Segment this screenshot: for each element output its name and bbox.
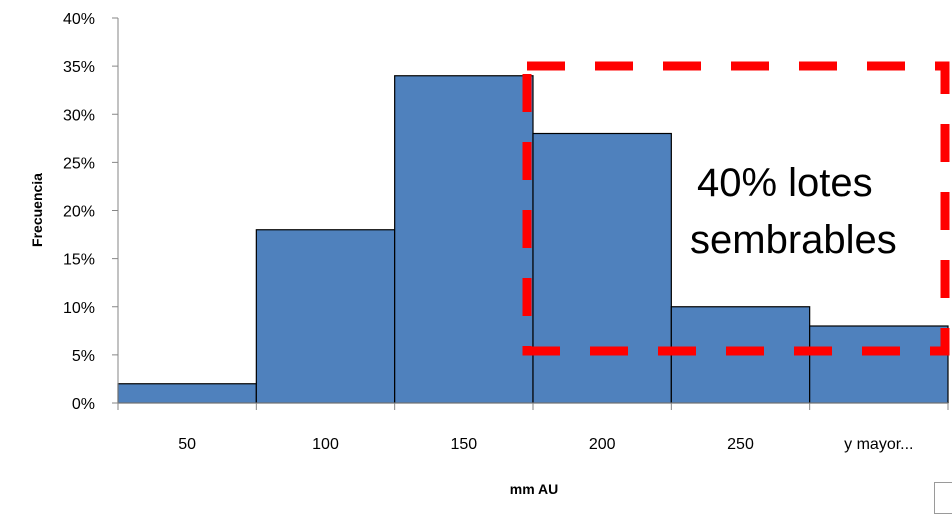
y-axis-title: Frecuencia [29,173,45,247]
y-tick-label: 40% [63,11,95,28]
bar-1 [117,383,257,404]
bar-6 [809,325,949,404]
y-tick-label: 30% [63,107,95,124]
y-tick-label: 0% [72,396,95,413]
x-tick-label: 150 [450,436,477,453]
bar-4 [532,132,672,404]
annotation-line-2: sembrables [690,218,897,262]
bar-3 [394,75,534,404]
axes-layer [112,17,949,410]
y-tick-label: 5% [72,348,95,365]
x-tick-label: 200 [589,436,616,453]
x-tick-labels: 50 100 150 200 250 y mayor... [178,436,913,453]
x-axis-title: mm AU [510,481,559,497]
x-tick-label: y mayor... [844,436,913,453]
y-tick-label: 10% [63,300,95,317]
y-tick-label: 35% [63,59,95,76]
x-tick-label: 50 [178,436,196,453]
annotation-line-1: 40% lotes [697,161,873,205]
highlight-dashed-box [522,61,950,356]
y-tick-label: 25% [63,155,95,172]
x-tick-label: 100 [312,436,339,453]
y-tick-label: 20% [63,204,95,221]
corner-frame [934,482,952,514]
x-tick-label: 250 [727,436,754,453]
bar-2 [255,229,396,404]
y-tick-label: 15% [63,252,95,269]
y-tick-labels: 0% 5% 10% 15% 20% 25% 30% 35% 40% [63,11,95,413]
